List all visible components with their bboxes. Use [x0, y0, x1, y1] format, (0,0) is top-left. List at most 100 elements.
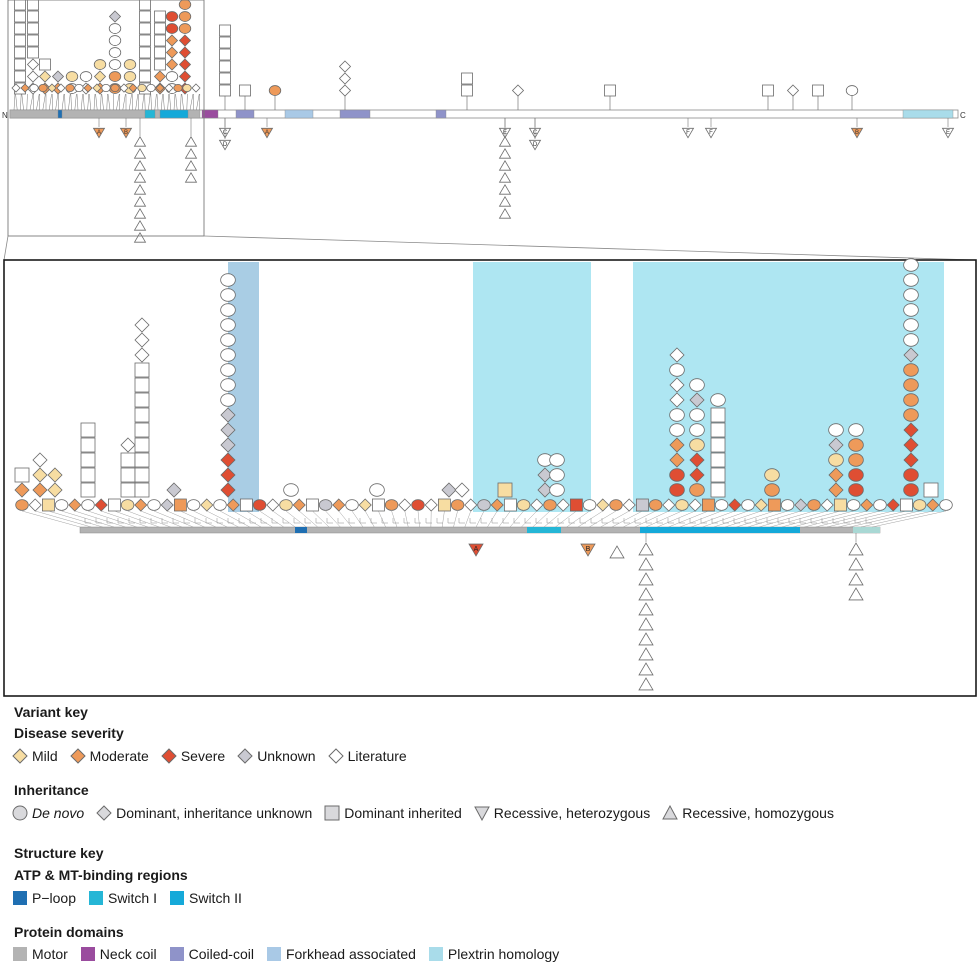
- variant-stem: [15, 93, 18, 111]
- dominant-unknown-diamond: [47, 83, 57, 93]
- position-tick: [238, 518, 245, 524]
- recessive-homozygous-triangle: [133, 148, 147, 159]
- atp-mt-heading: ATP & MT-binding regions: [14, 867, 188, 883]
- variant-position-line: [338, 510, 352, 528]
- variant-stem: [13, 93, 16, 111]
- position-tick: [689, 518, 696, 524]
- de-novo-circle: [903, 258, 919, 272]
- de-novo-circle: [516, 499, 531, 511]
- position-tick: [535, 518, 542, 524]
- coiled-coil-domain: [435, 109, 447, 119]
- de-novo-circle: [110, 84, 120, 93]
- variant-stem: [36, 93, 40, 111]
- variant-position-line: [725, 510, 775, 528]
- recessive-homozygous-triangle: [133, 136, 147, 147]
- variant-stem: [20, 93, 22, 111]
- variant-stem: [196, 93, 200, 111]
- position-tick: [579, 518, 586, 524]
- de-novo-circle: [669, 468, 685, 482]
- position-tick: [623, 518, 630, 524]
- de-novo-circle: [108, 47, 122, 58]
- de-novo-circle: [848, 423, 864, 437]
- atp-mt-legend-label: P−loop: [32, 890, 76, 906]
- dominant-inherited-square: [27, 0, 39, 11]
- variant-stem: [154, 93, 157, 111]
- de-novo-circle: [93, 59, 107, 70]
- dominant-inherited-square: [710, 407, 726, 423]
- variant-position-line: [259, 510, 284, 528]
- severity-legend-item: Literature: [327, 748, 407, 764]
- position-tick: [788, 518, 795, 524]
- variant-stem: [70, 93, 72, 111]
- de-novo-circle: [165, 71, 179, 82]
- position-tick: [590, 518, 597, 524]
- variant-position-line: [600, 510, 630, 528]
- dominant-unknown-diamond: [828, 467, 844, 483]
- de-novo-circle: [65, 84, 75, 93]
- variant-stem: [181, 93, 184, 111]
- recessive-homozygous-triangle: [638, 587, 654, 601]
- variant-position-line: [793, 510, 854, 528]
- recessive-heterozygous-triangle: [704, 127, 718, 139]
- dominant-unknown-diamond: [26, 70, 40, 83]
- dominant-inherited-square: [219, 36, 231, 49]
- dominant-inherited-square: [503, 498, 517, 512]
- position-tick: [282, 518, 289, 524]
- de-novo-circle: [477, 499, 491, 511]
- variant-stem: [87, 93, 90, 111]
- de-novo-circle: [669, 363, 685, 377]
- variant-stem: [156, 93, 159, 111]
- variant-position-line: [48, 510, 103, 528]
- recessive-homozygous-triangle: [638, 662, 654, 676]
- variant-position-line: [623, 510, 656, 528]
- dominant-inherited-square: [437, 498, 451, 512]
- position-tick: [865, 518, 872, 524]
- dominant-unknown-diamond: [134, 317, 150, 333]
- recessive-homozygous-triangle: [133, 208, 147, 219]
- domain-end-bar: [853, 527, 880, 533]
- recessive-homozygous-triangle: [498, 208, 512, 219]
- de-novo-circle: [384, 499, 399, 511]
- variant-position-line: [521, 510, 537, 528]
- position-tick: [84, 518, 91, 524]
- position-tick: [458, 518, 465, 524]
- dominant-inherited-square: [120, 467, 136, 483]
- de-novo-circle: [283, 483, 299, 497]
- atp-mt-legend-label: Switch I: [107, 890, 157, 906]
- variant-position-line: [555, 510, 577, 528]
- position-tick: [711, 518, 718, 524]
- variant-stem: [76, 93, 79, 111]
- position-tick: [161, 518, 168, 524]
- dominant-inherited-square: [139, 0, 151, 11]
- recessive-homozygous-triangle: [184, 160, 198, 171]
- n-terminus-label: N: [2, 111, 8, 120]
- dominant-inherited-square: [154, 22, 166, 35]
- recessive-homozygous-triangle: [638, 602, 654, 616]
- dominant-inherited-square: [219, 24, 231, 37]
- position-tick: [810, 518, 817, 524]
- variant-position-line: [351, 510, 364, 528]
- dominant-inherited-square: [710, 452, 726, 468]
- variant-stem: [180, 93, 182, 111]
- dominant-unknown-diamond: [119, 83, 129, 93]
- variant-position-line: [140, 510, 182, 528]
- de-novo-circle: [101, 84, 111, 93]
- position-tick: [293, 518, 300, 524]
- variant-position-line: [589, 510, 617, 528]
- recessive-heterozygous-triangle: [218, 139, 232, 151]
- de-novo-circle: [279, 499, 293, 511]
- recessive-pair-label: F: [686, 130, 690, 136]
- variant-position-line: [272, 510, 296, 528]
- p-loop-region: [57, 109, 63, 119]
- dominant-inherited-square: [812, 84, 824, 97]
- dominant-inherited-square: [14, 70, 26, 83]
- protein-domain-swatch-icon: [80, 947, 95, 961]
- dominant-unknown-diamond: [108, 10, 122, 23]
- variant-stem: [93, 93, 96, 111]
- dominant-inherited-square: [570, 498, 583, 512]
- dominant-unknown-diamond: [454, 482, 470, 498]
- variant-stem: [64, 93, 66, 111]
- de-novo-circle: [146, 84, 156, 93]
- full-protein-overview: NCABCDAECDFFBE: [2, 0, 966, 243]
- variant-position-line: [180, 510, 216, 528]
